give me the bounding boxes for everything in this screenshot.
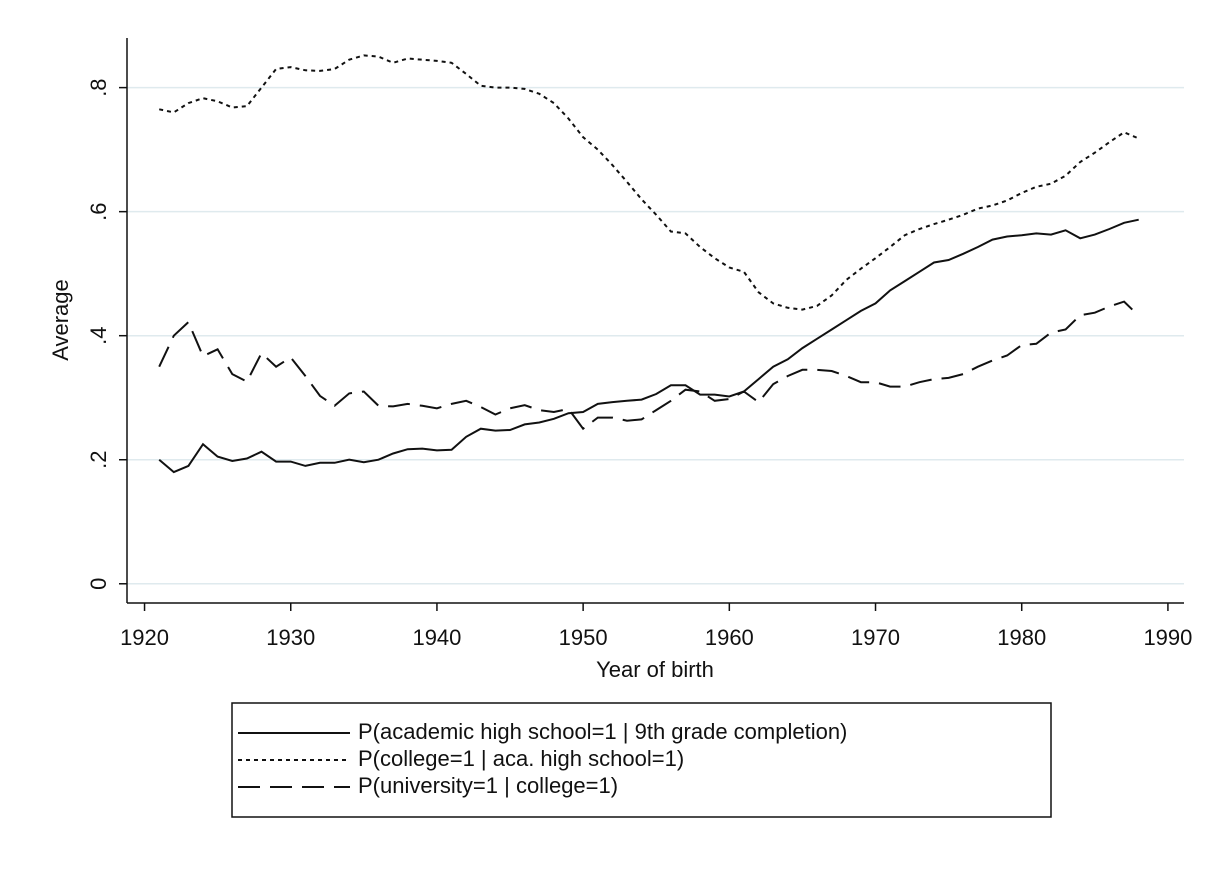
legend-label: P(university=1 | college=1) [358, 773, 618, 798]
x-tick-label: 1940 [412, 625, 461, 650]
y-axis-label: Average [48, 279, 73, 361]
series-line [158, 54, 1140, 311]
x-tick-label: 1960 [705, 625, 754, 650]
y-tick-label: .8 [86, 78, 111, 96]
legend-box [231, 702, 1052, 818]
y-tick-label: .6 [86, 202, 111, 220]
y-tick-label: .4 [86, 327, 111, 345]
x-tick-label: 1970 [851, 625, 900, 650]
x-tick-label: 1930 [266, 625, 315, 650]
legend-label: P(academic high school=1 | 9th grade com… [358, 719, 847, 744]
series-line [158, 300, 1140, 431]
series-line [158, 218, 1139, 474]
y-tick-label: 0 [86, 578, 111, 590]
x-tick-label: 1920 [120, 625, 169, 650]
x-axis-label: Year of birth [596, 657, 714, 682]
x-tick-label: 1990 [1143, 625, 1192, 650]
x-tick-label: 1980 [997, 625, 1046, 650]
x-tick-label: 1950 [559, 625, 608, 650]
y-tick-label: .2 [86, 451, 111, 469]
legend-label: P(college=1 | aca. high school=1) [358, 746, 684, 771]
legend: P(academic high school=1 | 9th grade com… [231, 702, 1052, 818]
